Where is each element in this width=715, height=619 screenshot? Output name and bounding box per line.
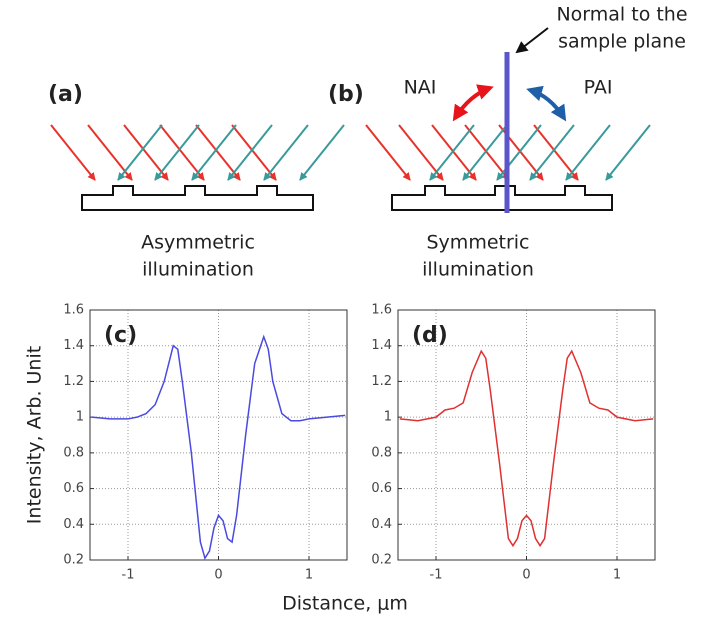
- teal-arrow: [429, 124, 475, 181]
- nai-arrow: [452, 84, 494, 122]
- pointer-arrow: [515, 27, 549, 54]
- caption: Symmetric: [427, 232, 530, 254]
- y-tick-label: 1.4: [63, 338, 84, 353]
- sample-b: [391, 185, 613, 211]
- red-arrow: [159, 124, 205, 181]
- red-arrow: [533, 124, 579, 181]
- x-tick-label: -1: [122, 568, 135, 583]
- pai-arrow: [526, 85, 567, 122]
- caption: illumination: [142, 259, 254, 281]
- red-arrow: [464, 124, 510, 181]
- red-arrow: [231, 124, 277, 181]
- y-tick-label: 1: [76, 410, 84, 425]
- teal-arrow: [529, 124, 575, 181]
- panel-label: (c): [104, 323, 137, 348]
- y-tick-label: 0.4: [371, 517, 392, 532]
- teal-arrow: [263, 124, 309, 181]
- teal-arrow: [496, 124, 542, 181]
- red-arrow: [398, 124, 444, 181]
- caption: Asymmetric: [141, 232, 255, 254]
- teal-arrow: [299, 124, 345, 181]
- data-line: [91, 334, 346, 561]
- normal-label: sample plane: [558, 31, 686, 53]
- x-tick-label: 1: [613, 568, 621, 583]
- red-arrow: [365, 124, 411, 181]
- teal-arrow: [117, 124, 163, 181]
- caption: illumination: [422, 259, 534, 281]
- y-tick-label: 1.2: [63, 374, 84, 389]
- y-tick-label: 0.4: [63, 517, 84, 532]
- illumination-arrows: [50, 124, 651, 181]
- y-tick-label: 0.8: [371, 445, 392, 460]
- teal-arrow: [605, 124, 651, 181]
- red-arrow: [123, 124, 169, 181]
- panel-label: (b): [328, 82, 364, 107]
- data-line: [399, 349, 654, 548]
- x-tick-label: 0: [522, 568, 530, 583]
- plot-frame: [89, 309, 348, 561]
- y-tick-label: 0.8: [63, 445, 84, 460]
- y-axis-label: Intensity, Arb. Unit: [24, 346, 46, 524]
- x-tick-label: 1: [305, 568, 313, 583]
- sample-a: [81, 185, 314, 211]
- red-arrow: [431, 124, 477, 181]
- y-tick-label: 0.6: [63, 481, 84, 496]
- x-tick-label: 0: [214, 568, 222, 583]
- y-tick-label: 1: [384, 410, 392, 425]
- plot-frame: [397, 309, 656, 561]
- red-arrow: [195, 124, 241, 181]
- normal-label: Normal to the: [556, 4, 687, 26]
- y-tick-label: 1.2: [371, 374, 392, 389]
- y-tick-label: 1.4: [371, 338, 392, 353]
- y-tick-label: 0.6: [371, 481, 392, 496]
- nai-label: NAI: [404, 77, 437, 99]
- y-tick-label: 0.2: [371, 553, 392, 568]
- teal-arrow: [191, 124, 237, 181]
- y-tick-label: 0.2: [63, 553, 84, 568]
- y-tick-label: 1.6: [63, 303, 84, 318]
- panel-label: (a): [48, 82, 83, 107]
- x-tick-label: -1: [430, 568, 443, 583]
- teal-arrow: [227, 124, 273, 181]
- teal-arrow: [154, 124, 200, 181]
- teal-arrow: [462, 124, 508, 181]
- y-tick-label: 1.6: [371, 303, 392, 318]
- pai-label: PAI: [584, 77, 613, 99]
- teal-arrow: [565, 124, 611, 181]
- red-arrow: [50, 124, 96, 181]
- x-axis-label: Distance, μm: [282, 593, 408, 615]
- panel-label: (d): [412, 323, 448, 348]
